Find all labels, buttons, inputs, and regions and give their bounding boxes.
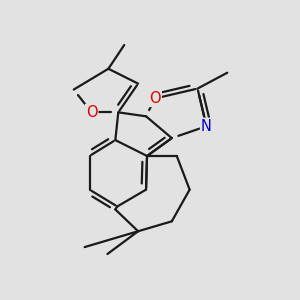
- Text: N: N: [201, 119, 212, 134]
- Text: O: O: [86, 105, 98, 120]
- Text: O: O: [149, 91, 161, 106]
